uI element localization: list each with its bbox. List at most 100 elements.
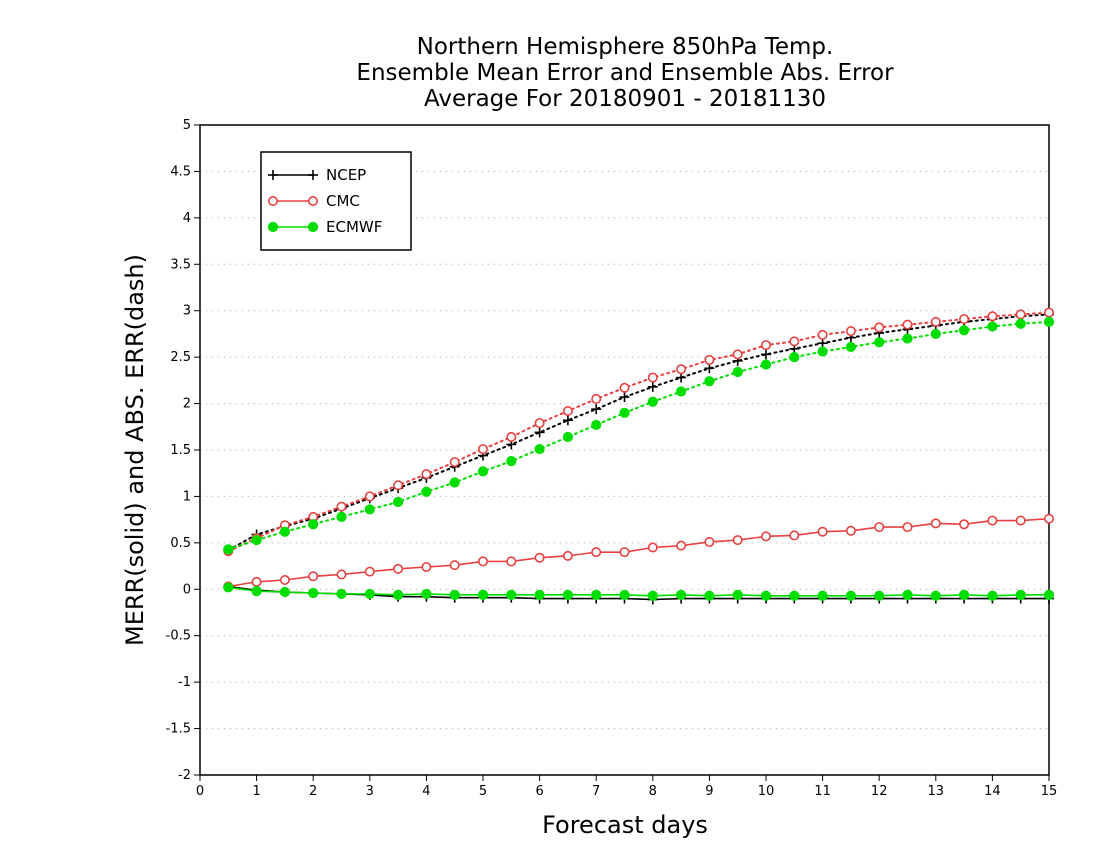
mean-error-point-cmc-10	[506, 556, 517, 567]
legend-label-cmc: CMC	[326, 192, 360, 210]
chart-title: Northern Hemisphere 850hPa Temp. Ensembl…	[230, 34, 1020, 112]
mean-error-point-cmc-19	[760, 531, 771, 542]
title-line-2: Ensemble Mean Error and Ensemble Abs. Er…	[356, 60, 894, 86]
mean-error-point-ecmwf-0	[223, 582, 234, 593]
abs-error-point-ecmwf-28	[1015, 318, 1026, 329]
abs-error-point-ecmwf-24	[902, 333, 913, 344]
abs-error-point-cmc-7	[421, 469, 432, 480]
legend-marker-end-ncep	[308, 170, 318, 180]
mean-error-point-cmc-5	[364, 566, 375, 577]
abs-error-point-ecmwf-16	[676, 386, 687, 397]
mean-error-point-cmc-7	[421, 561, 432, 572]
y-tick-label-13: 4.5	[170, 164, 191, 179]
abs-error-point-cmc-27	[987, 311, 998, 322]
abs-error-point-ecmwf-9	[477, 466, 489, 477]
abs-error-point-ncep-14	[619, 392, 630, 403]
mean-error-line-cmc	[228, 517, 1050, 588]
legend-marker-start-ncep	[268, 170, 278, 180]
abs-error-point-cmc-26	[959, 314, 970, 325]
abs-error-point-ecmwf-17	[704, 376, 715, 387]
abs-error-point-ecmwf-18	[732, 366, 743, 378]
abs-error-point-ecmwf-13	[591, 419, 602, 431]
mean-error-point-cmc-18	[732, 535, 743, 546]
x-tick-label-8: 8	[649, 784, 657, 799]
mean-error-point-ecmwf-20	[789, 590, 800, 601]
x-tick-label-9: 9	[705, 784, 713, 799]
mean-error-point-cmc-16	[676, 540, 687, 551]
abs-error-point-cmc-29	[1044, 307, 1055, 318]
x-tick-label-3: 3	[366, 784, 374, 799]
abs-error-point-ncep-17	[704, 363, 715, 374]
abs-error-point-cmc-11	[534, 418, 545, 429]
abs-error-point-cmc-8	[449, 457, 460, 468]
mean-error-point-ecmwf-18	[732, 589, 743, 600]
abs-error-point-ecmwf-10	[506, 456, 517, 467]
mean-error-point-ecmwf-6	[393, 589, 404, 600]
grid-layer	[200, 170, 1049, 730]
mean-error-point-cmc-11	[534, 552, 545, 563]
abs-error-point-ecmwf-19	[760, 359, 772, 370]
x-tick-label-0: 0	[196, 784, 204, 799]
mean-error-point-cmc-12	[562, 550, 573, 561]
mean-error-point-ecmwf-11	[534, 589, 545, 600]
mean-error-point-cmc-9	[477, 556, 488, 567]
y-tick-label-5: 0.5	[170, 536, 191, 551]
abs-error-point-ecmwf-25	[930, 328, 941, 340]
legend-marker-end-ecmwf	[307, 221, 319, 233]
mean-error-point-ecmwf-21	[817, 590, 828, 601]
abs-error-point-ncep-15	[647, 381, 658, 392]
abs-error-point-cmc-4	[336, 501, 347, 512]
y-tick-label-0: -2	[178, 768, 191, 783]
abs-error-point-ecmwf-4	[336, 511, 347, 522]
abs-error-point-ecmwf-14	[619, 407, 630, 418]
mean-error-point-ecmwf-12	[562, 589, 574, 600]
mean-error-point-ecmwf-1	[251, 586, 262, 597]
mean-error-point-ecmwf-23	[874, 590, 885, 601]
abs-error-point-ecmwf-5	[364, 504, 375, 515]
mean-error-point-cmc-13	[591, 547, 602, 558]
mean-error-point-cmc-4	[336, 569, 347, 580]
abs-error-point-cmc-23	[874, 322, 885, 333]
mean-error-point-ecmwf-10	[506, 589, 517, 600]
abs-error-point-cmc-9	[477, 444, 488, 455]
x-axis-label: Forecast days	[542, 811, 708, 839]
mean-error-point-ecmwf-22	[845, 590, 857, 601]
y-tick-label-10: 3	[183, 304, 191, 319]
mean-error-line-ncep	[228, 585, 1049, 601]
x-tick-label-2: 2	[309, 784, 317, 799]
abs-error-point-ecmwf-20	[789, 352, 800, 363]
y-tick-label-11: 3.5	[170, 257, 191, 272]
mean-error-point-cmc-27	[987, 515, 998, 526]
y-tick-label-3: -0.5	[166, 629, 191, 644]
abs-error-point-ecmwf-7	[421, 486, 432, 497]
mean-error-point-cmc-8	[449, 560, 460, 571]
x-tick-label-4: 4	[422, 784, 430, 799]
abs-error-point-ecmwf-12	[562, 431, 574, 443]
mean-error-point-cmc-23	[874, 522, 885, 533]
abs-error-point-cmc-14	[619, 382, 630, 393]
abs-error-point-cmc-6	[393, 480, 404, 491]
y-tick-label-4: 0	[183, 582, 191, 597]
abs-error-point-ecmwf-3	[308, 519, 319, 530]
abs-error-point-cmc-21	[817, 329, 828, 340]
abs-error-point-ncep-13	[591, 404, 602, 415]
mean-error-point-ecmwf-2	[279, 586, 290, 598]
abs-error-point-ecmwf-29	[1043, 316, 1055, 327]
abs-error-point-cmc-18	[732, 349, 743, 360]
y-tick-label-2: -1	[178, 675, 191, 690]
x-tick-label-15: 15	[1041, 784, 1058, 799]
abs-error-point-ncep-12	[562, 415, 573, 426]
x-tick-label-14: 14	[984, 784, 1001, 799]
abs-error-point-ncep-19	[761, 349, 771, 360]
mean-error-point-cmc-26	[959, 519, 970, 530]
legend-marker-start-cmc	[267, 196, 278, 207]
mean-error-line-ecmwf	[228, 586, 1049, 597]
abs-error-point-ecmwf-1	[251, 534, 262, 546]
mean-error-point-cmc-6	[393, 563, 404, 574]
abs-error-point-cmc-28	[1015, 309, 1026, 320]
x-tick-label-5: 5	[479, 784, 487, 799]
mean-error-point-cmc-22	[845, 525, 856, 536]
abs-error-point-cmc-22	[845, 326, 856, 337]
abs-error-point-cmc-25	[930, 316, 941, 327]
mean-error-point-ecmwf-15	[647, 590, 658, 601]
